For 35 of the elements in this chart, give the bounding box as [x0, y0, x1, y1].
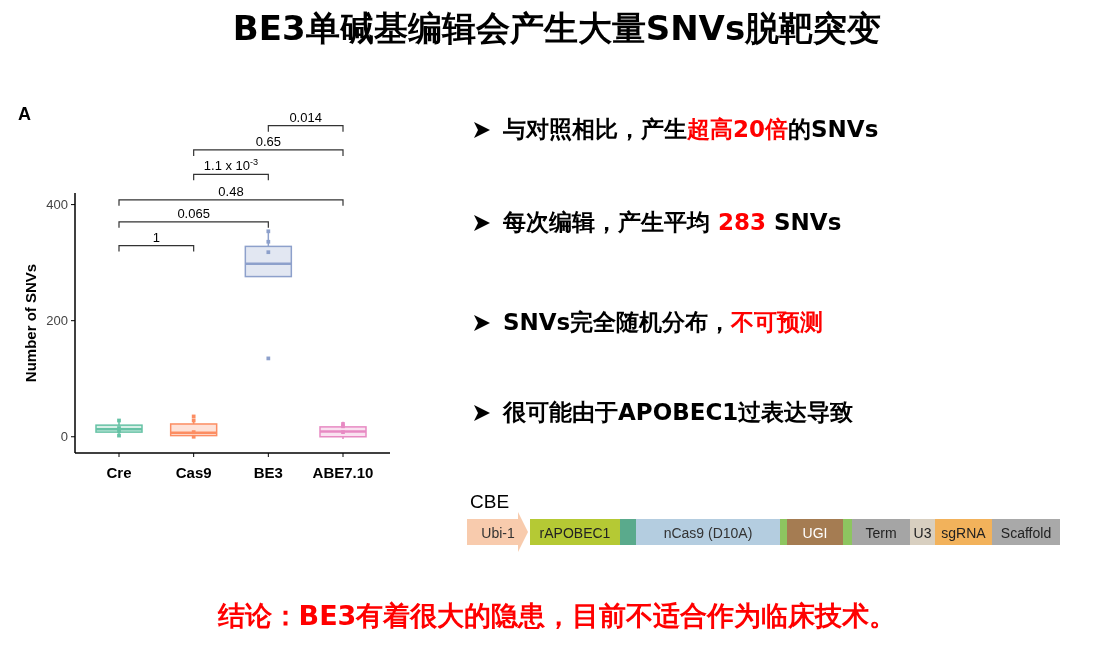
y-tick-label: 200: [46, 313, 68, 329]
text: 0.014: [289, 109, 322, 125]
text: 不可预测: [730, 309, 824, 335]
text: 283: [718, 209, 767, 235]
text: 0.65: [255, 133, 281, 149]
text: A: [18, 104, 31, 124]
text: U3: [913, 525, 932, 541]
text: BE3单碱基编辑会产生大量SNVs脱靶突变: [232, 8, 882, 48]
text: 1.1 x 10$^{-3}$: [203, 157, 259, 174]
text: SNVs: [766, 209, 842, 235]
text: 结论：BE3有着很大的隐患，目前不适合作为临床技术。: [216, 600, 897, 631]
text: Term: [865, 525, 897, 541]
text: nCas9 (D10A): [663, 525, 753, 541]
text: rAPOBEC1: [539, 525, 611, 541]
x-tick-label: ABE7.10: [312, 464, 374, 481]
text: 每次编辑，产生平均: [502, 209, 719, 235]
x-tick-label: Cas9: [175, 464, 212, 481]
y-tick-label: 400: [46, 197, 68, 213]
text: Ubi-1: [481, 525, 515, 541]
text: CBE: [470, 491, 510, 512]
annotation: 0.48: [218, 183, 244, 199]
text: 与对照相比，产生: [502, 116, 687, 142]
text: sgRNA: [941, 525, 987, 541]
annotation: 1: [152, 229, 160, 245]
x-tick-label: Cre: [106, 464, 132, 481]
text: Scaffold: [1000, 525, 1052, 541]
annotation: 0.065: [177, 205, 210, 221]
text: UGI: [802, 525, 828, 541]
y-axis-title: Number of SNVs: [22, 263, 39, 383]
text: 超高20倍: [686, 116, 789, 142]
text: 的SNVs: [788, 116, 879, 142]
text: 很可能由于APOBEC1过表达导致: [502, 399, 854, 425]
x-tick-label: BE3: [253, 464, 283, 481]
text: SNVs完全随机分布，: [503, 309, 732, 335]
y-tick-label: 0: [60, 429, 68, 445]
